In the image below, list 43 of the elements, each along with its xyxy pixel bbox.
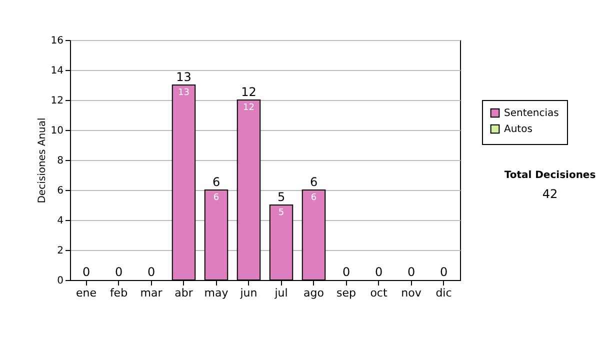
data-label: 13 — [178, 88, 190, 98]
total-label: 0 — [407, 265, 416, 279]
total-label: 5 — [277, 190, 286, 204]
total-label: 0 — [114, 265, 123, 279]
data-label: 6 — [213, 193, 220, 203]
total-label: 6 — [212, 175, 220, 189]
y-tick-label: 12 — [50, 96, 64, 106]
total-label: 0 — [374, 265, 383, 279]
y-tick-label: 16 — [50, 36, 64, 46]
y-axis-title: Decisiones Anual — [36, 118, 48, 204]
y-tick-label: 6 — [57, 186, 64, 196]
y-tick-label: 0 — [57, 276, 64, 286]
x-tick-label: nov — [401, 286, 422, 300]
x-tick-label: may — [204, 286, 229, 300]
x-tick-label: dic — [436, 286, 452, 300]
x-tick-label: oct — [370, 286, 388, 300]
total-label: 6 — [310, 175, 318, 189]
data-label: 6 — [310, 193, 317, 203]
y-tick-label: 8 — [57, 156, 64, 166]
data-label: 12 — [243, 103, 254, 113]
data-label: 5 — [278, 208, 284, 218]
x-tick-label: abr — [174, 286, 194, 300]
x-tick-label: sep — [336, 286, 356, 300]
total-label: 0 — [440, 265, 448, 279]
x-tick-label: ene — [76, 286, 97, 300]
total-label: 0 — [147, 265, 156, 279]
total-label: 0 — [82, 265, 90, 279]
legend-label: Autos — [504, 124, 532, 135]
total-label: 13 — [176, 70, 192, 84]
y-tick-label: 14 — [50, 66, 64, 76]
total-label: 12 — [241, 85, 256, 99]
x-tick-label: jun — [239, 286, 258, 300]
text: Total Decisiones — [503, 170, 597, 181]
text: 42 — [541, 187, 559, 201]
y-tick-label: 2 — [57, 246, 64, 256]
x-tick-label: feb — [110, 286, 128, 300]
total-label: 0 — [342, 265, 350, 279]
x-tick-label: ago — [304, 286, 324, 300]
legend-label: Sentencias — [504, 108, 559, 119]
x-tick-label: jul — [274, 286, 288, 300]
y-tick-label: 4 — [57, 216, 64, 226]
x-tick-label: mar — [140, 286, 163, 300]
y-tick-label: 10 — [50, 126, 64, 136]
